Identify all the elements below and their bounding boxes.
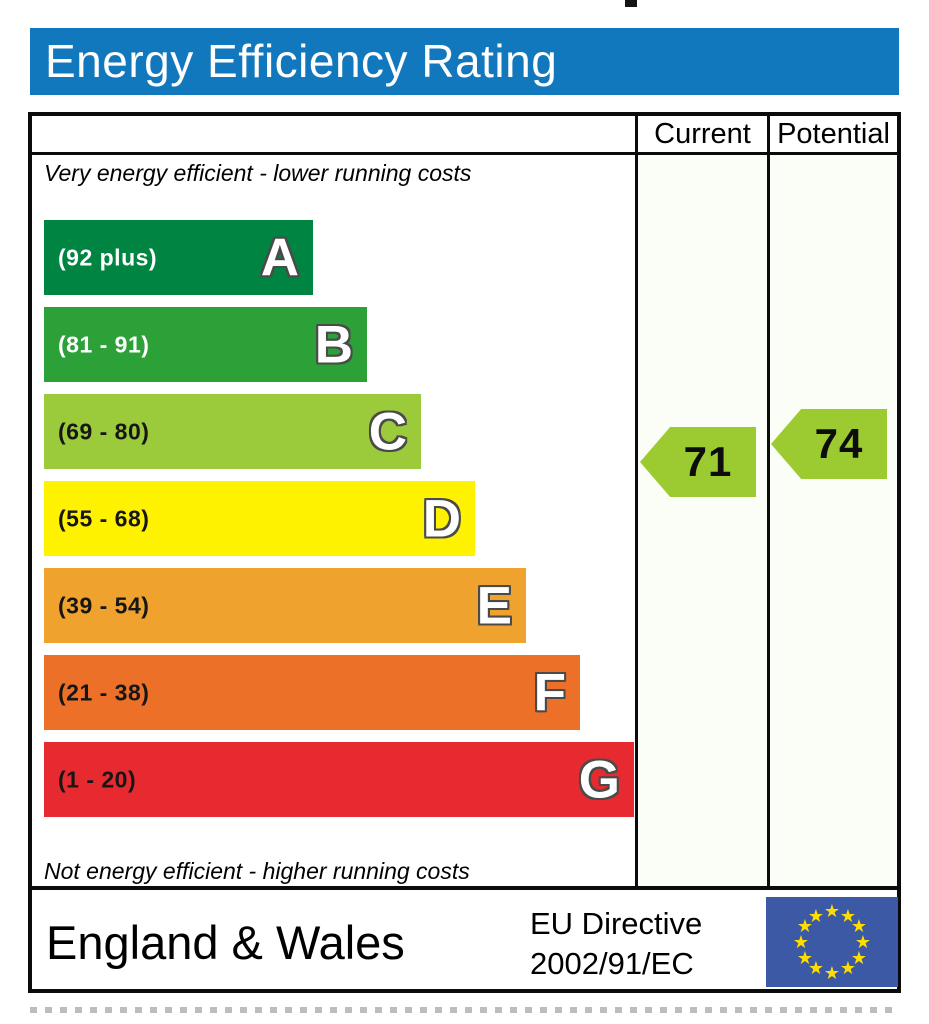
page-title-text: Energy Efficiency Rating [45,35,558,87]
band-d-range-label: (55 - 68) [58,505,150,531]
star-icon: ★ [839,906,857,926]
star-icon: ★ [807,958,825,978]
band-g-range-label: (1 - 20) [58,766,137,792]
band-d-grade-letter: D [422,489,461,548]
band-c-range-label: (69 - 80) [58,418,150,444]
eu-directive-label: EU Directive 2002/91/EC [530,904,702,984]
band-f-range-label: (21 - 38) [58,679,150,705]
band-b-range-label: (81 - 91) [58,331,150,357]
star-icon: ★ [796,916,814,936]
region-label: England & Wales [46,916,405,969]
column-divider-left [635,116,638,886]
current-rating-value: 71 [683,438,733,485]
band-f-grade-letter: F [533,663,566,722]
header-row-divider [32,152,897,155]
band-b-grade-letter: B [314,315,353,374]
bottom-efficiency-note: Not energy efficient - higher running co… [44,858,470,884]
star-icon: ★ [796,948,814,968]
rating-band-b: (81 - 91) B [44,307,367,382]
current-column-background [638,155,767,886]
potential-column-background [770,155,897,886]
eu-directive-line1: EU Directive [530,906,703,941]
star-icon: ★ [807,906,825,926]
rating-band-g: (1 - 20) G [44,742,634,817]
rating-band-a: (92 plus) A [44,220,313,295]
potential-rating-value: 74 [814,420,864,467]
band-g-grade-letter: G [578,750,620,809]
band-e-grade-letter: E [476,576,512,635]
column-divider-right [767,116,770,886]
star-icon: ★ [850,948,868,968]
chart-body: Current Potential Very energy efficient … [32,116,898,989]
band-e-range-label: (39 - 54) [58,592,150,618]
top-efficiency-note: Very energy efficient - lower running co… [44,160,472,186]
eu-directive-line2: 2002/91/EC [530,946,694,981]
star-icon: ★ [839,958,857,978]
band-a-range-label: (92 plus) [58,244,158,270]
energy-rating-chart: Current Potential Very energy efficient … [28,112,901,993]
rating-band-c: (69 - 80) C [44,394,421,469]
star-icon: ★ [823,963,841,983]
star-icon: ★ [854,932,872,952]
page-title: Energy Efficiency Rating [30,28,899,95]
rating-band-f: (21 - 38) F [44,655,580,730]
star-icon: ★ [850,916,868,936]
star-icon: ★ [823,901,841,921]
cutoff-text-artifact-top [625,0,637,7]
band-a-grade-letter: A [260,228,299,287]
star-icon: ★ [792,932,810,952]
eu-flag-icon: ★ ★ ★ ★ ★ ★ ★ ★ ★ ★ ★ ★ [766,897,898,987]
footer-row-divider [32,886,897,890]
column-header-potential: Potential [777,118,890,150]
rating-band-e: (39 - 54) E [44,568,526,643]
band-c-grade-letter: C [368,402,407,461]
column-header-current: Current [654,118,751,150]
cutoff-text-artifact-bottom [30,1007,892,1013]
rating-band-d: (55 - 68) D [44,481,475,556]
